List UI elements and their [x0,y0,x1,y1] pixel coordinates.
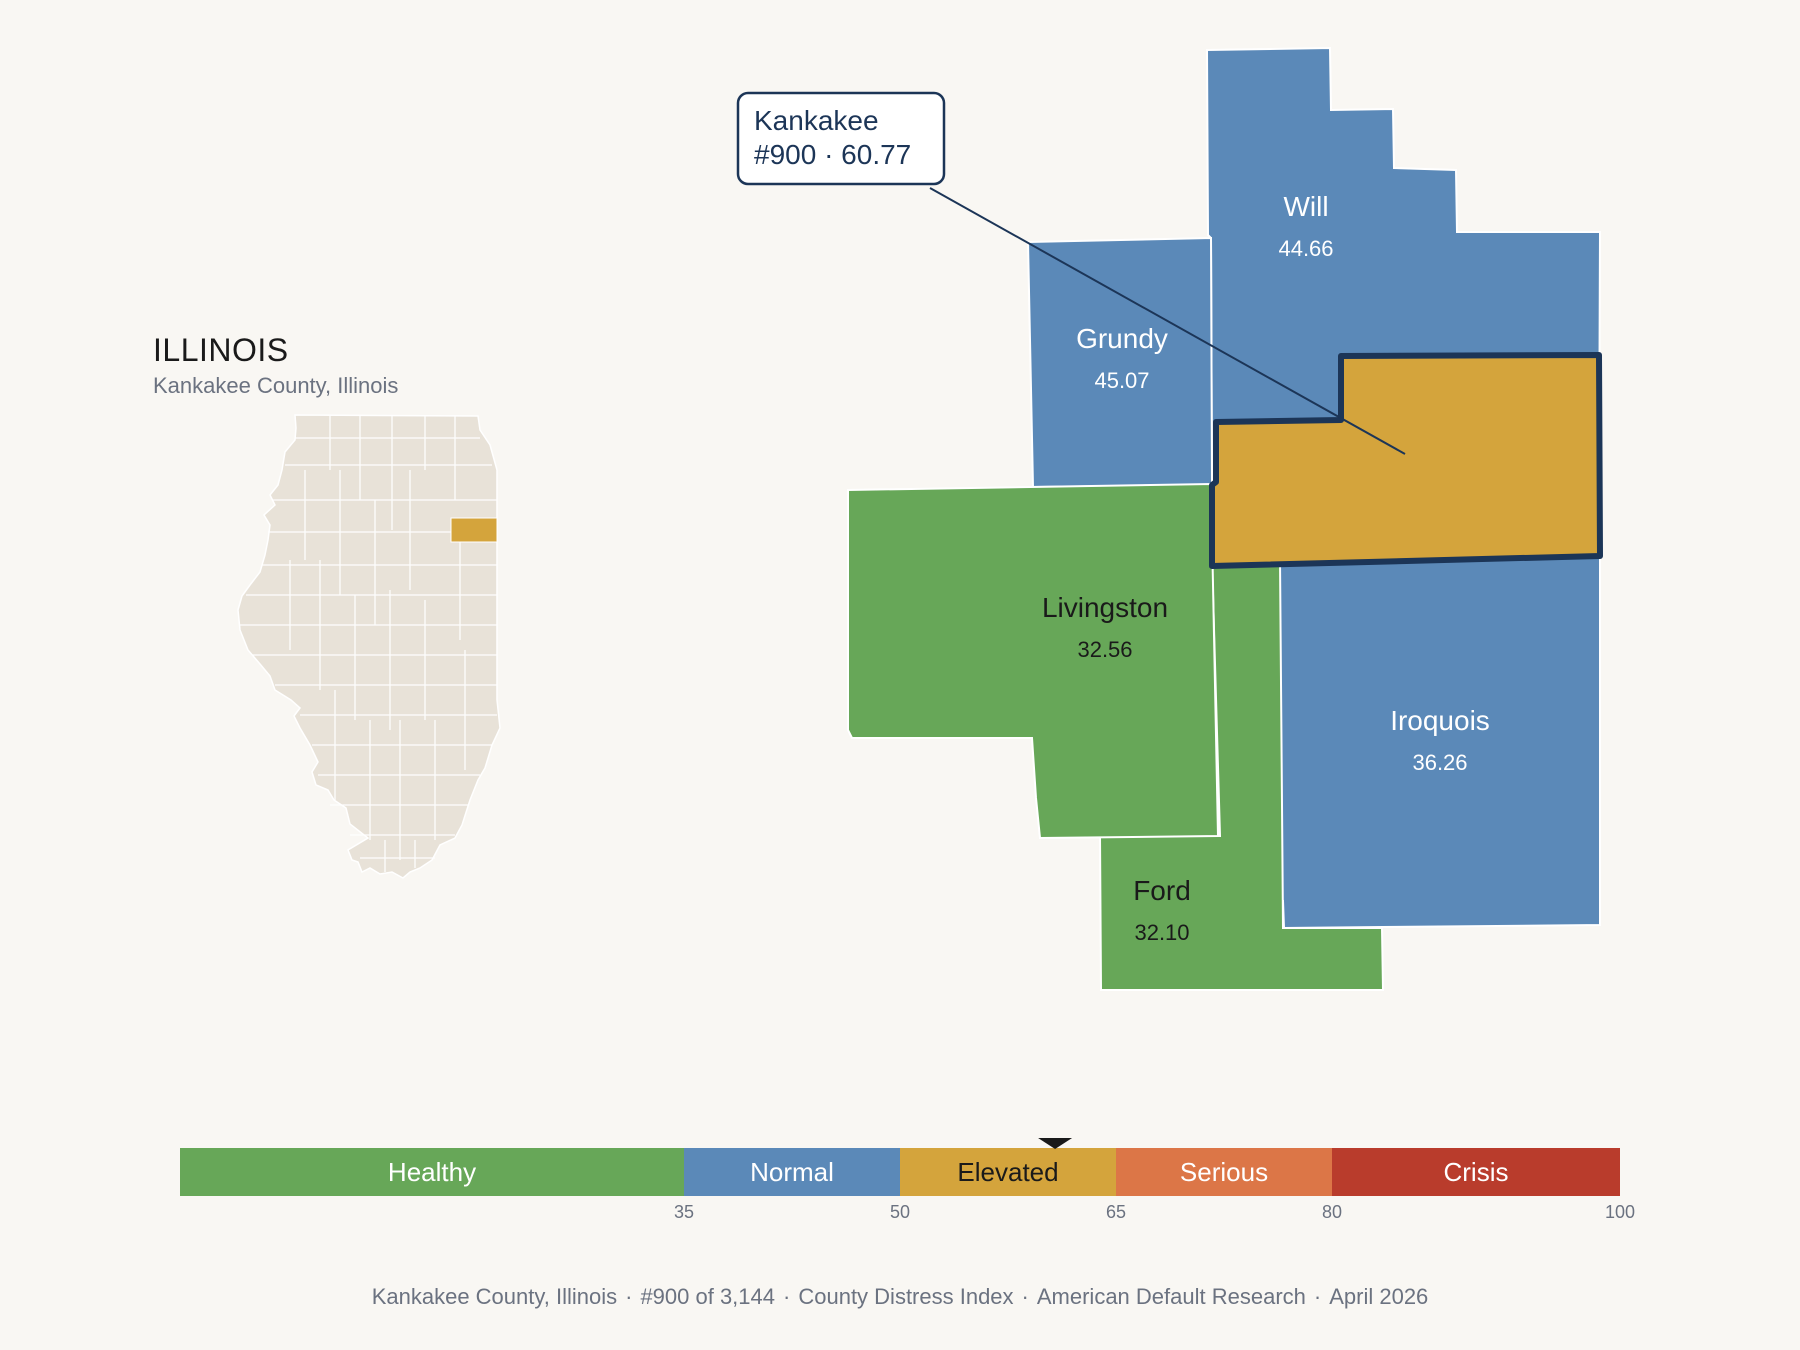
county-grundy [1026,236,1214,489]
state-subtitle: Kankakee County, Illinois [153,373,399,398]
legend-band-normal [684,1148,900,1196]
legend-ticks: 35 50 65 80 100 [674,1202,1635,1222]
county-grundy-name: Grundy [1076,323,1168,354]
legend-label-healthy: Healthy [388,1157,476,1187]
illinois-inset-map [237,414,501,879]
callout-box [736,91,946,186]
county-will-name: Will [1283,191,1328,222]
footer-county: Kankakee County, Illinois [371,1284,618,1309]
county-iroquois-value: 36.26 [1412,750,1467,775]
county-ford [1098,559,1385,991]
kankakee-callout: Kankakee #900 · 60.77 [736,91,1406,455]
legend-label-elevated: Elevated [957,1157,1058,1187]
county-will-value: 44.66 [1278,236,1333,261]
legend-label-serious: Serious [1180,1157,1268,1187]
state-title: ILLINOIS [153,332,289,368]
county-ford-value: 32.10 [1134,920,1189,945]
county-label-iroquois: Iroquois 36.26 [1390,705,1490,775]
county-kankakee [1209,352,1603,569]
distress-legend: Healthy Normal Elevated Serious Crisis 35 50 6… [180,1138,1635,1222]
county-label-ford: Ford 32.10 [1133,875,1191,945]
county-livingston-value: 32.56 [1077,637,1132,662]
legend-bands: Healthy Normal Elevated Serious Crisis [180,1148,1620,1196]
footer-date: April 2026 [1329,1284,1429,1309]
callout-rank-score: #900 · 60.77 [754,139,911,170]
legend-band-healthy [180,1148,684,1196]
footer-source: American Default Research [1036,1284,1306,1309]
legend-band-crisis [1332,1148,1620,1196]
county-ford-name: Ford [1133,875,1191,906]
county-label-grundy: Grundy 45.07 [1076,323,1168,393]
illinois-state-outline [237,414,501,879]
illinois-county-grid [240,416,497,872]
legend-band-elevated [900,1148,1116,1196]
legend-tick-80: 80 [1322,1202,1342,1222]
legend-tick-35: 35 [674,1202,694,1222]
illinois-kankakee-highlight [450,517,498,543]
legend-label-crisis: Crisis [1444,1157,1509,1187]
legend-label-normal: Normal [750,1157,834,1187]
county-label-will: Will 44.66 [1278,191,1333,261]
county-livingston [847,482,1220,840]
footer-index: County Distress Index [798,1284,1014,1309]
county-grundy-value: 45.07 [1094,368,1149,393]
legend-tick-100: 100 [1605,1202,1635,1222]
regional-county-map: Will 44.66 Grundy 45.07 Livingston 32.56… [847,46,1603,991]
footer-rank: #900 of 3,144 [640,1284,776,1309]
legend-tick-65: 65 [1106,1202,1126,1222]
footer: Kankakee County, Illinois · #900 of 3,144 ·… [371,1284,1429,1309]
county-label-livingston: Livingston 32.56 [1042,592,1168,662]
legend-band-serious [1116,1148,1332,1196]
county-iroquois-name: Iroquois [1390,705,1490,736]
callout-county-name: Kankakee [754,105,879,136]
county-livingston-name: Livingston [1042,592,1168,623]
legend-marker-triangle [1038,1138,1073,1149]
legend-tick-50: 50 [890,1202,910,1222]
callout-leader-line [929,187,1406,455]
